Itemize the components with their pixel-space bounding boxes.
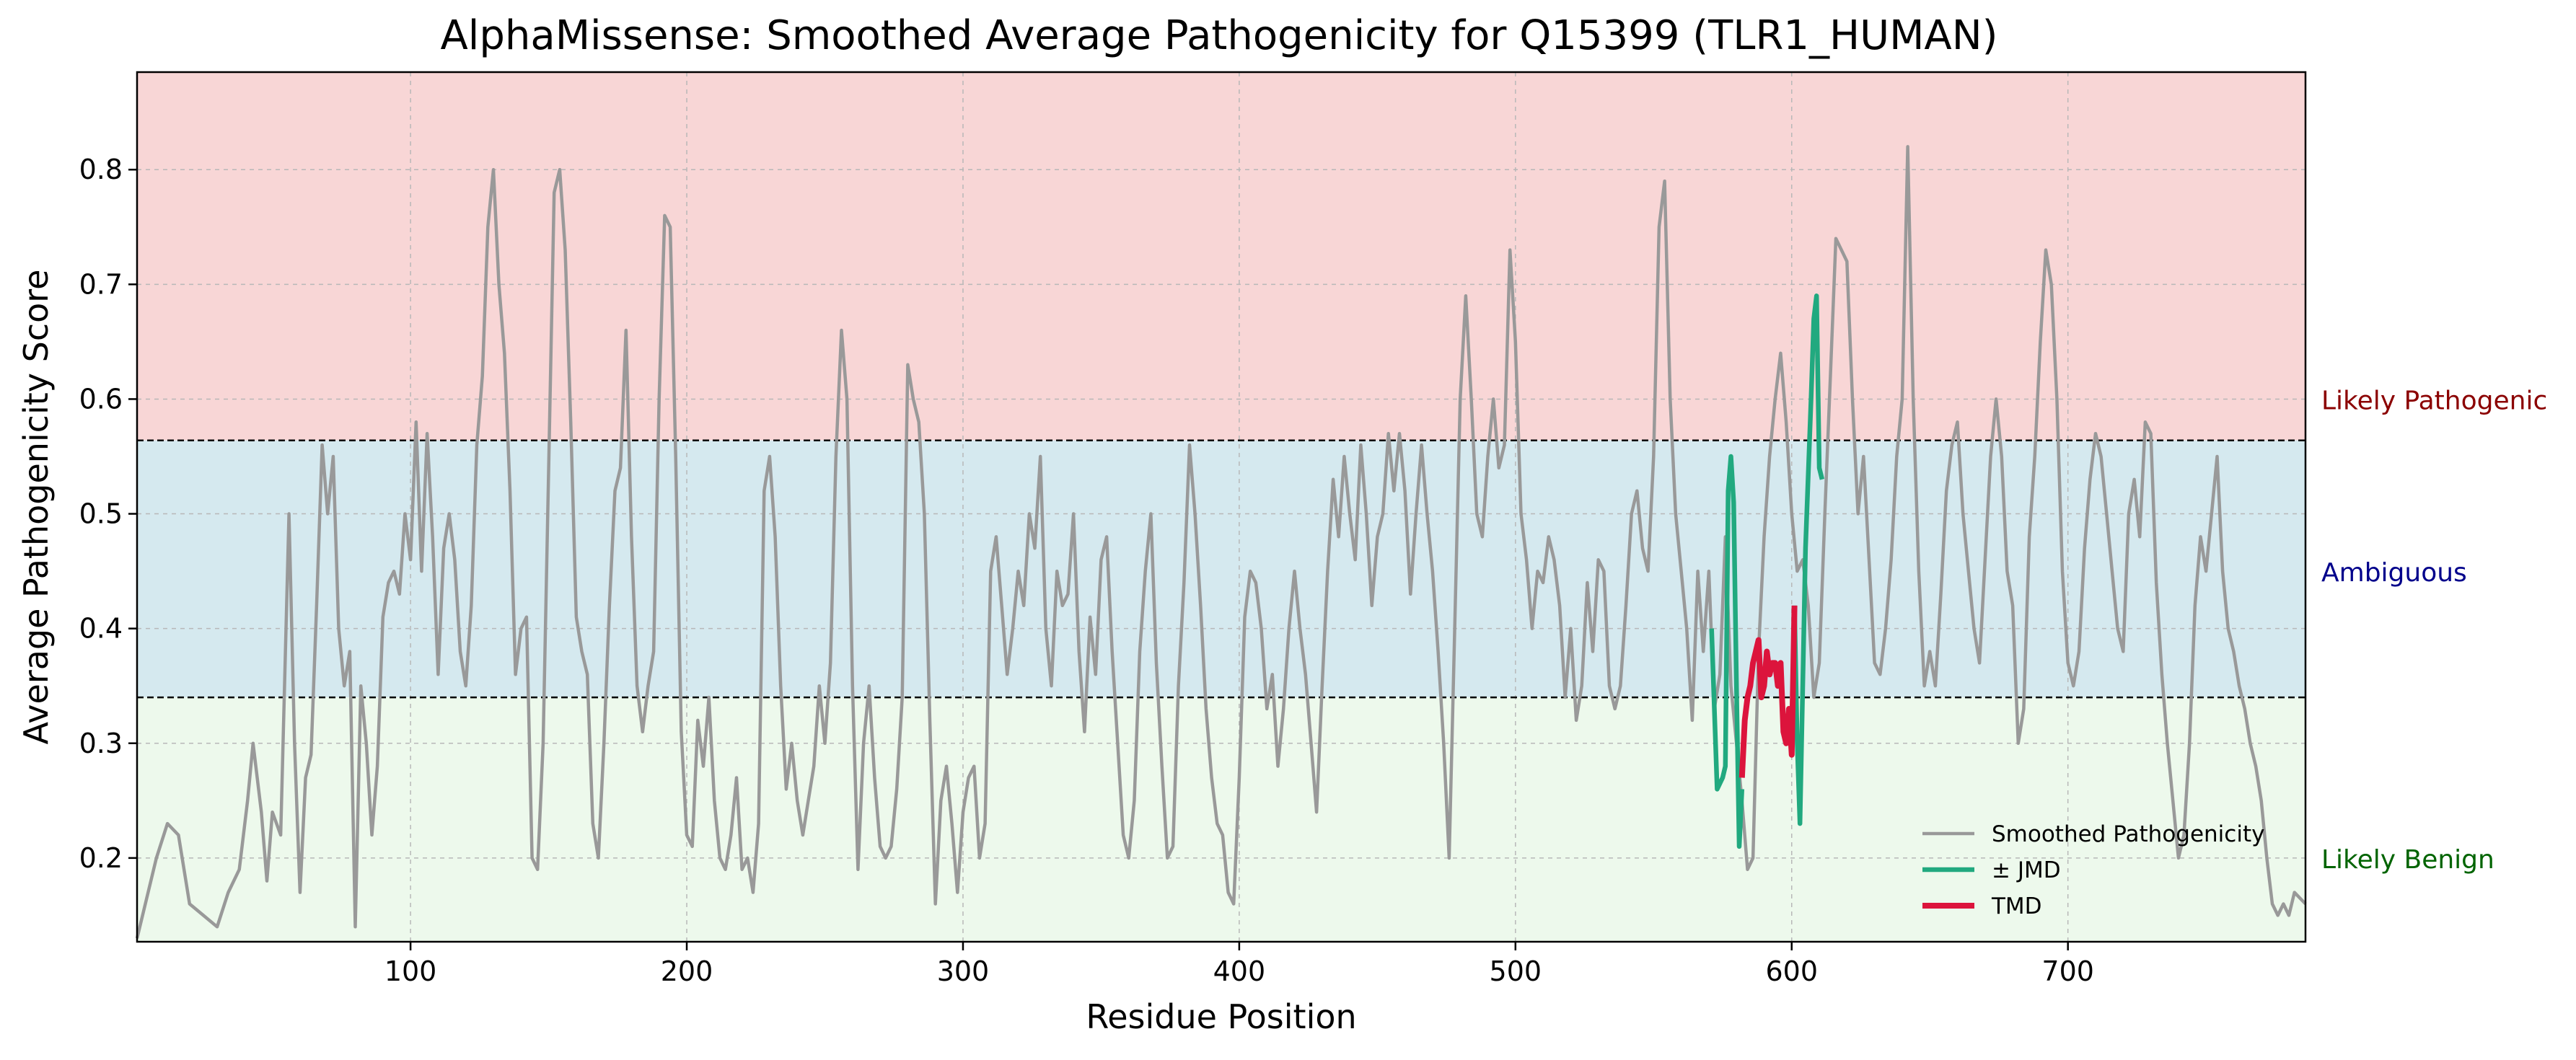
x-tick-label-0: 100 [384,955,437,987]
y-tick-label-6: 0.8 [79,154,123,185]
x-tick-label-6: 700 [2041,955,2094,987]
band-label-0: Likely Pathogenic [2321,386,2547,415]
y-tick-label-5: 0.7 [79,268,123,300]
x-tick-label-3: 400 [1213,955,1266,987]
y-axis-ticks: 0.2 0.3 0.4 0.5 0.6 0.7 0.8 [79,154,137,874]
band-0 [137,72,2305,441]
series-line-0 [135,145,2307,939]
band-labels: Likely Pathogenic Ambiguous Likely Benign [2321,386,2547,874]
series-jmd-line-1 [1792,293,1825,826]
chart-title: AlphaMissense: Smoothed Average Pathogen… [441,12,1998,59]
plot-frame [136,71,2307,943]
classification-bands [137,72,2305,942]
legend: Smoothed Pathogenicity ± JMD TMD [1922,821,2264,919]
legend-label-2: TMD [1991,893,2042,919]
x-tick-label-2: 300 [937,955,990,987]
plot-lines [135,145,2307,939]
series-jmd-line-0 [1709,454,1745,849]
gridlines [137,72,2305,942]
series-line-2 [1738,605,1798,778]
y-axis-label: Average Pathogenicity Score [17,270,56,745]
y-tick-label-4: 0.6 [79,383,123,415]
band-1 [137,440,2305,698]
y-tick-label-0: 0.2 [79,842,123,874]
band-label-1: Ambiguous [2321,558,2467,588]
x-axis-ticks: 100 200 300 400 500 600 700 [384,942,2094,987]
y-tick-label-3: 0.5 [79,498,123,530]
band-2 [137,697,2305,942]
x-tick-label-4: 500 [1490,955,1542,987]
x-tick-label-1: 200 [661,955,713,987]
threshold-lines [137,439,2305,699]
y-tick-label-1: 0.3 [79,728,123,759]
y-tick-label-2: 0.4 [79,613,123,645]
legend-label-0: Smoothed Pathogenicity [1992,821,2264,847]
band-label-2: Likely Benign [2321,845,2494,875]
x-tick-label-5: 600 [1765,955,1818,987]
x-axis-label: Residue Position [1086,997,1356,1036]
legend-label-1: ± JMD [1992,857,2061,883]
